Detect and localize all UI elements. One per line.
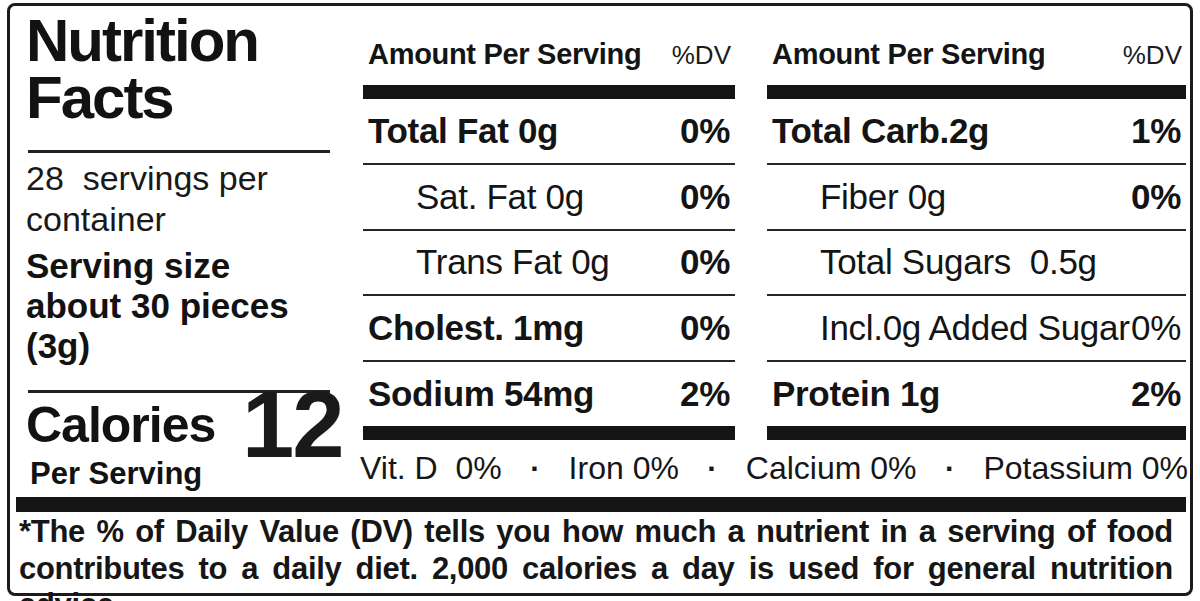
separator-dot: ·: [945, 452, 955, 486]
column-header: Amount Per Serving %DV: [368, 38, 731, 78]
nutrient-row-added-sugar: Incl.0g Added Sugar 0%: [767, 294, 1186, 360]
nutrient-row-total-sugars: Total Sugars 0.5g: [767, 229, 1186, 295]
serving-size-label: Serving size: [26, 246, 338, 286]
calories-label: Calories: [26, 396, 215, 454]
separator-dot: ·: [530, 452, 540, 486]
micronutrient-potassium: Potassium 0%: [983, 450, 1188, 487]
micronutrient-calcium: Calcium 0%: [746, 450, 917, 487]
nutrient-name: Incl.0g Added Sugar: [772, 308, 1130, 348]
divider-under-title: [28, 150, 330, 153]
thick-bar: [363, 85, 735, 99]
nutrient-row-cholesterol: Cholest. 1mg 0%: [363, 294, 735, 360]
servings-per-container: 28 servings per container: [26, 158, 336, 240]
percent-dv-header: %DV: [672, 40, 731, 71]
nutrient-dv: 0%: [680, 111, 730, 151]
thick-bar: [363, 426, 735, 440]
micronutrients-row: Vit. D 0% · Iron 0% · Calcium 0% · Potas…: [360, 441, 1188, 496]
nutrient-row-sodium: Sodium 54mg 2%: [363, 360, 735, 426]
nutrient-dv: 0%: [680, 242, 730, 282]
separator-dot: ·: [707, 452, 717, 486]
nutrient-row-trans-fat: Trans Fat 0g 0%: [363, 229, 735, 295]
nutrient-dv: 2%: [1131, 374, 1181, 414]
micronutrient-iron: Iron 0%: [569, 450, 679, 487]
nutrient-name: Cholest. 1mg: [368, 308, 584, 348]
nutrient-row-total-carb: Total Carb.2g 1%: [767, 99, 1186, 163]
amount-per-serving-header: Amount Per Serving: [772, 38, 1045, 71]
nutrient-dv: 0%: [680, 177, 730, 217]
nutrient-dv: 0%: [680, 308, 730, 348]
nutrient-dv: 1%: [1131, 111, 1181, 151]
nutrient-dv: 0%: [1131, 177, 1181, 217]
nutrient-name: Protein 1g: [772, 374, 940, 414]
percent-dv-header: %DV: [1123, 40, 1182, 71]
daily-value-footnote: *The % of Daily Value (DV) tells you how…: [19, 514, 1173, 601]
nutrient-name: Total Carb.2g: [772, 111, 989, 151]
calories-value: 12: [242, 378, 343, 472]
label-title-line2: Facts: [26, 69, 258, 126]
nutrient-name: Total Fat 0g: [368, 111, 558, 151]
label-title-line1: Nutrition: [26, 12, 258, 69]
nutrient-row-total-fat: Total Fat 0g 0%: [363, 99, 735, 163]
label-title: Nutrition Facts: [26, 12, 258, 126]
nutrient-rows: Total Fat 0g 0% Sat. Fat 0g 0% Trans Fat…: [363, 99, 735, 426]
nutrient-name: Sodium 54mg: [368, 374, 594, 414]
thick-bar: [767, 426, 1186, 440]
thick-bar: [767, 85, 1186, 99]
nutrient-name: Trans Fat 0g: [368, 242, 610, 282]
nutrient-row-sat-fat: Sat. Fat 0g 0%: [363, 163, 735, 229]
micronutrient-vitamin-d: Vit. D 0%: [360, 450, 502, 487]
nutrition-facts-label: Nutrition Facts 28 servings per containe…: [0, 0, 1200, 601]
serving-size-block: Serving size about 30 pieces (3g): [26, 246, 338, 366]
nutrient-dv: 2%: [680, 374, 730, 414]
nutrient-row-protein: Protein 1g 2%: [767, 360, 1186, 426]
calories-per-serving-label: Per Serving: [30, 456, 202, 492]
nutrient-row-fiber: Fiber 0g 0%: [767, 163, 1186, 229]
column-header: Amount Per Serving %DV: [772, 38, 1182, 78]
nutrient-name: Fiber 0g: [772, 177, 946, 217]
nutrient-name: Sat. Fat 0g: [368, 177, 584, 217]
nutrient-dv: 0%: [1131, 308, 1181, 348]
thick-bar-full-width: [16, 497, 1186, 512]
nutrient-name: Total Sugars 0.5g: [772, 242, 1097, 282]
amount-per-serving-header: Amount Per Serving: [368, 38, 641, 71]
serving-size-value: about 30 pieces (3g): [26, 286, 338, 366]
nutrient-rows: Total Carb.2g 1% Fiber 0g 0% Total Sugar…: [767, 99, 1186, 426]
